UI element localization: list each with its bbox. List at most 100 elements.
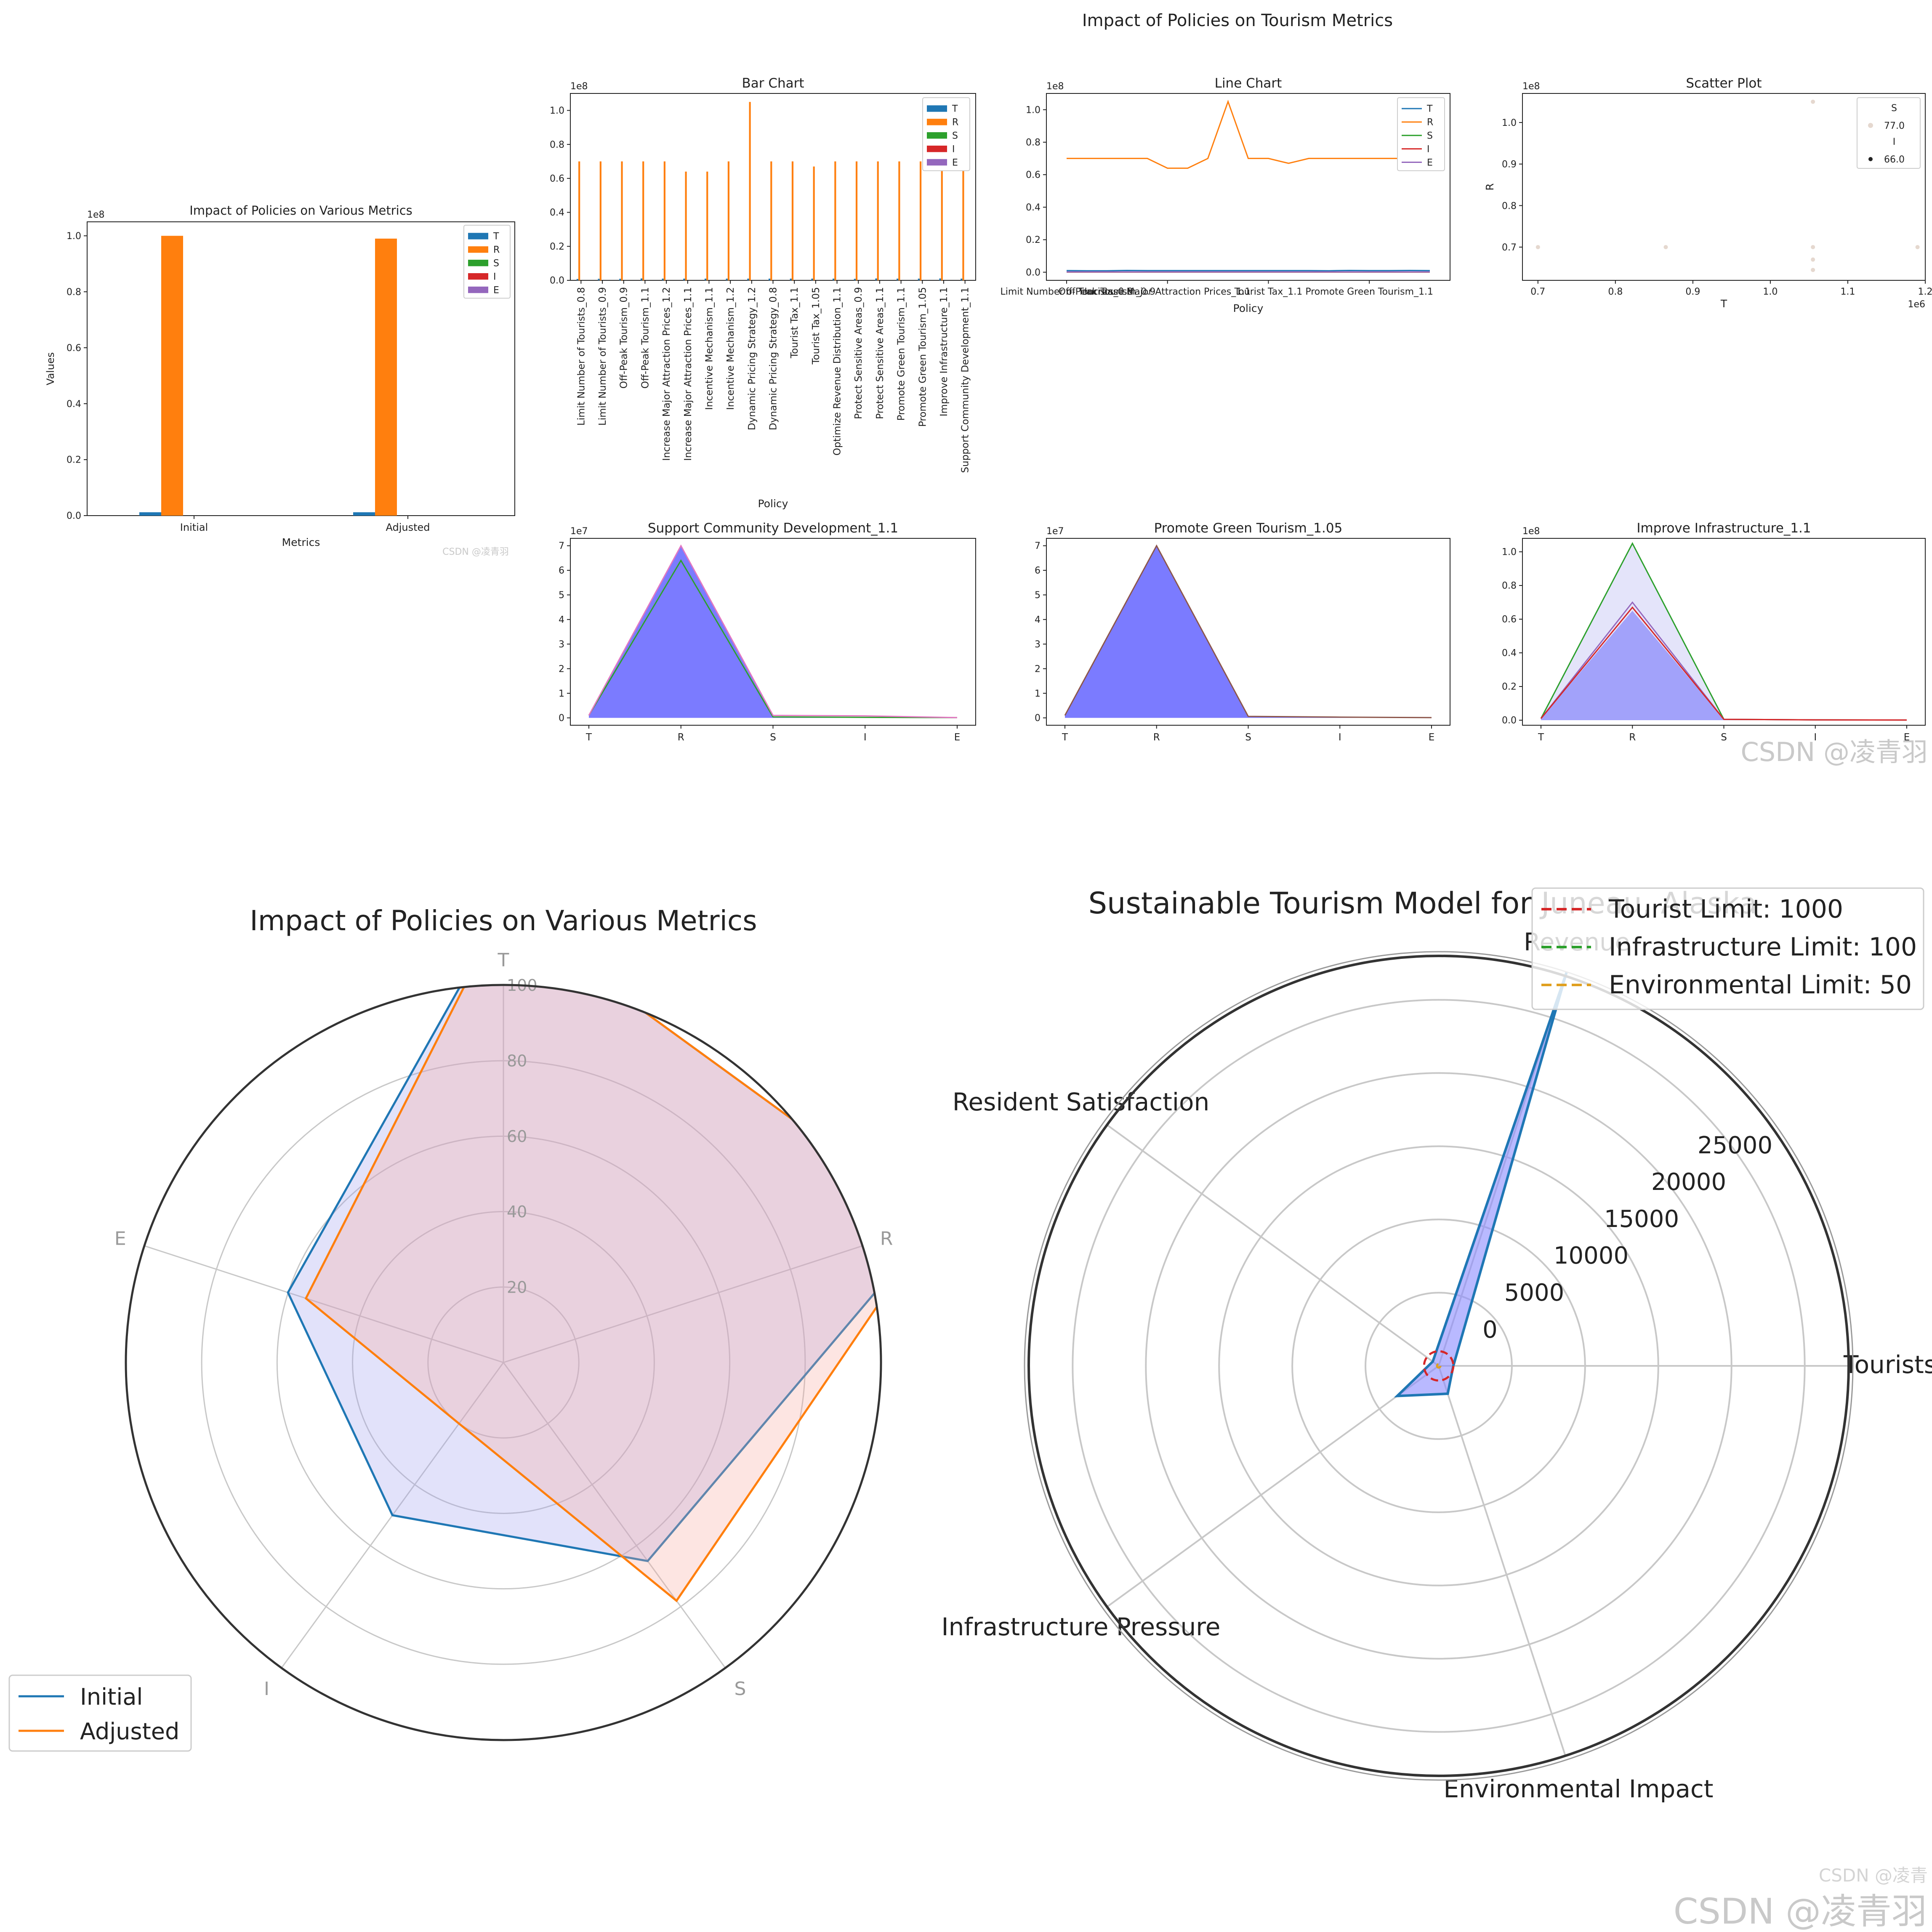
x-axis-label: T xyxy=(1720,298,1727,310)
y-tick-label: 1.0 xyxy=(1026,105,1041,115)
bar-T-15 xyxy=(897,278,899,280)
polar-axis-label-0: Tourists xyxy=(1843,1350,1932,1379)
x-tick-label: Protect Sensitive Areas_1.1 xyxy=(875,287,886,419)
x-tick-label: Incentive Mechanism_1.2 xyxy=(725,287,736,410)
chart-title: Promote Green Tourism_1.05 xyxy=(1154,521,1343,536)
bar-T-4 xyxy=(662,278,664,280)
area-line-E xyxy=(588,544,958,719)
y-tick-label: 0.4 xyxy=(1502,648,1517,659)
watermark-small: CSDN @凌青羽 xyxy=(442,547,509,557)
x-tick-label: Initial xyxy=(180,522,208,533)
y-tick-label: 0.2 xyxy=(1502,682,1517,692)
y-tick-label: 0.7 xyxy=(1502,242,1517,253)
x-tick-label: Promote Green Tourism_1.05 xyxy=(917,287,928,427)
bar-T-5 xyxy=(683,278,685,280)
bar-R-2 xyxy=(621,161,623,280)
legend-box xyxy=(1397,97,1445,171)
radar-spoke xyxy=(144,1245,504,1363)
x-offset-label: 1e6 xyxy=(1908,299,1925,310)
grouped-bar-frame xyxy=(87,221,515,516)
bar-R-12 xyxy=(834,161,836,280)
polar-axis-label-2: Resident Satisfaction xyxy=(953,1088,1210,1116)
x-tick-label: Promote Green Tourism_1.1 xyxy=(1305,287,1433,297)
y-tick-label: 0.8 xyxy=(550,140,564,150)
bar-T-7 xyxy=(726,278,728,280)
legend-label: T xyxy=(952,104,958,114)
chart-area-infra: Improve Infrastructure_1.1 0.0 0.2 0.4 0.6 0.… xyxy=(1502,521,1926,743)
bar-T-adjusted xyxy=(353,512,375,516)
y-tick-label: 7 xyxy=(559,541,564,551)
y-tick-label: 0.6 xyxy=(550,174,564,184)
watermark-middle: CSDN @凌青羽 xyxy=(1741,737,1928,767)
legend-label: E xyxy=(493,285,499,295)
legend-label: E xyxy=(952,157,958,168)
x-tick-label: Limit Number of Tourists_0.8 xyxy=(1001,287,1133,297)
chart-policy-bar: Bar Chart 0.0 0.2 0.4 0.6 0.8 1.0 1e8 Limit Numb… xyxy=(550,76,976,510)
x-tick-label: Increase Major Attraction Prices_1.1 xyxy=(1084,287,1251,297)
legend-label: Environmental Limit: 50 xyxy=(1609,970,1912,1000)
legend-label: T xyxy=(1426,104,1433,114)
chart-title: Scatter Plot xyxy=(1686,76,1762,91)
legend-label: R xyxy=(1427,117,1433,128)
legend-marker-i xyxy=(1868,157,1873,161)
x-tick-label: T xyxy=(1062,732,1068,743)
scatter-point-4 xyxy=(1811,257,1815,262)
y-tick-label: 0.2 xyxy=(550,242,564,252)
radar-r-tick-label: 20 xyxy=(507,1278,527,1297)
scatter-point-0 xyxy=(1535,245,1540,250)
bar-T-13 xyxy=(854,279,856,280)
polar-outer-ring-2 xyxy=(1024,951,1854,1781)
legend-label: R xyxy=(493,245,500,255)
polar-outer-ring xyxy=(1027,955,1850,1777)
line-series-R xyxy=(1067,99,1430,169)
chart-radar: Impact of Policies on Various Metrics T R S… xyxy=(8,905,893,1752)
chart-title: Impact of Policies on Various Metrics xyxy=(189,203,412,218)
x-tick-label: Support Community Development_1.1 xyxy=(960,287,971,473)
legend-title-s: S xyxy=(1891,103,1897,114)
radar-axis-label-R: R xyxy=(880,1228,893,1249)
area-line-S xyxy=(588,559,958,719)
x-axis-label: Policy xyxy=(758,498,788,510)
x-tick-label: Dynamic Pricing Strategy_0.8 xyxy=(768,287,779,430)
bar-R-5 xyxy=(685,171,687,280)
x-tick-label: T xyxy=(585,732,592,743)
legend-label-s: 77.0 xyxy=(1884,121,1905,131)
y-axis-label: R xyxy=(1484,183,1496,190)
x-tick-label: 1.2 xyxy=(1918,287,1932,297)
area-line-I xyxy=(1540,606,1907,721)
y-tick-label: 4 xyxy=(1035,615,1041,625)
y-tick-label: 0.8 xyxy=(1502,581,1517,591)
x-tick-label: 1.0 xyxy=(1763,287,1778,297)
bar-R-17 xyxy=(941,161,943,280)
axis-offset-label: 1e7 xyxy=(1046,526,1064,537)
x-axis-label: Metrics xyxy=(282,536,320,548)
bar-R-13 xyxy=(855,161,858,280)
y-axis-label: Values xyxy=(45,352,56,385)
area-fill xyxy=(589,546,957,718)
bar-R-3 xyxy=(642,161,644,280)
x-tick-label: 0.7 xyxy=(1530,287,1545,297)
charts-group: Impact of Policies on Various Metrics 0.0… xyxy=(8,76,1932,1803)
radar-axis-label-S: S xyxy=(734,1678,746,1700)
bar-T-6 xyxy=(704,278,707,280)
bar-R-7 xyxy=(727,161,730,280)
legend-label-i: 66.0 xyxy=(1884,154,1905,165)
legend-label: Initial xyxy=(80,1684,143,1710)
legend-box xyxy=(8,1674,192,1752)
y-tick-label: 5 xyxy=(559,590,564,601)
x-tick-label: E xyxy=(954,732,961,743)
x-tick-label: Tourist Tax_1.1 xyxy=(1234,287,1303,297)
legend-label: Tourist Limit: 1000 xyxy=(1608,894,1843,924)
y-tick-label: 0 xyxy=(1035,713,1041,724)
x-axis-label: Policy xyxy=(1233,302,1264,314)
legend-label: E xyxy=(1427,157,1433,168)
x-tick-label: Tourist Tax_1.1 xyxy=(789,287,800,359)
x-tick-label: Optimize Revenue Distribution_1.1 xyxy=(832,287,843,455)
chart-policy-line: Line Chart 0.0 0.2 0.4 0.6 0.8 1.0 1e8 Limit Num… xyxy=(1001,76,1450,314)
x-tick-label: Increase Major Attraction Prices_1.1 xyxy=(683,287,694,461)
figure-title: Impact of Policies on Tourism Metrics xyxy=(1082,11,1393,30)
bar-T-10 xyxy=(790,278,792,280)
y-tick-label: 6 xyxy=(559,566,564,576)
bar-T-initial xyxy=(139,512,161,516)
